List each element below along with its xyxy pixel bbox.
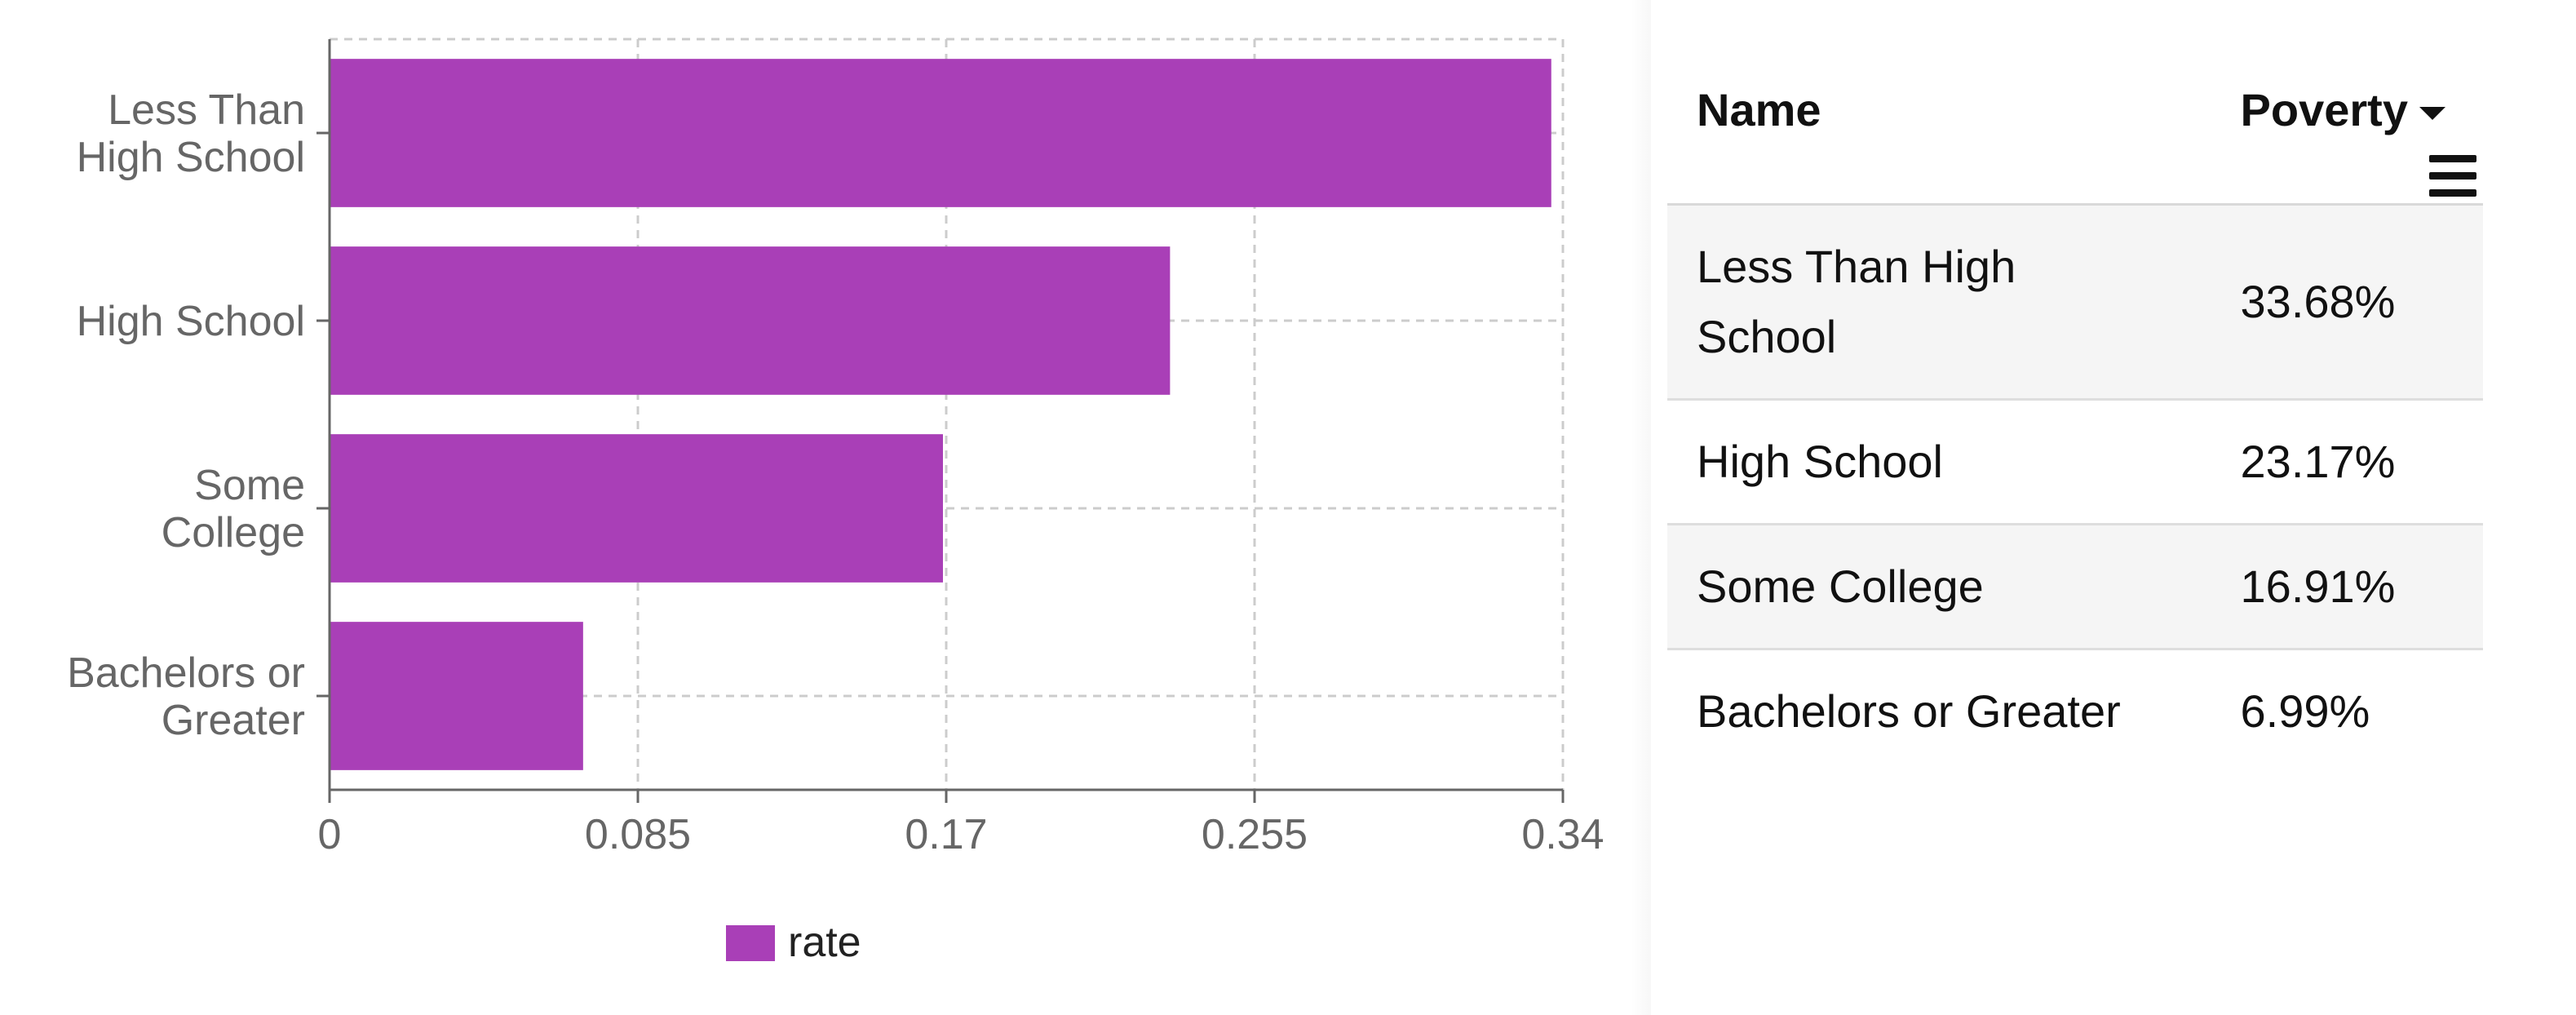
x-tick-label: 0.34	[1521, 811, 1604, 858]
row-name-cell: High School	[1667, 399, 2211, 525]
chart-panel: 0 0.085 0.17 0.255 0.34 Less Than High School H…	[67, 38, 1604, 966]
table-row: Some College 16.91%	[1667, 524, 2483, 650]
bar	[330, 246, 1171, 395]
row-name-cell: Bachelors or Greater	[1697, 685, 2121, 737]
caret-down-icon[interactable]	[2419, 107, 2445, 121]
row-name-cell: Some College	[1667, 524, 2211, 650]
name-header-label: Name	[1697, 84, 1821, 135]
poverty-column-header[interactable]: Poverty	[2211, 49, 2483, 206]
row-name-cell: Less Than High School	[1667, 204, 2211, 401]
hamburger-menu-icon[interactable]	[2429, 155, 2476, 197]
legend-label: rate	[788, 919, 861, 966]
y-category-label: Greater	[162, 697, 305, 744]
row-poverty-cell: 23.17%	[2211, 399, 2483, 525]
table-body: Less Than High School 33.68% High School 23…	[1667, 204, 2483, 773]
x-tick-label: 0	[318, 811, 342, 858]
y-category-label: Some	[194, 462, 305, 509]
y-category-label: Bachelors or	[67, 649, 305, 697]
bar	[330, 434, 943, 583]
legend-swatch	[726, 925, 775, 961]
bar	[330, 622, 583, 770]
table-row: Bachelors or Greater 6.99%	[1667, 649, 2483, 773]
data-table: Name Poverty Less Than High School 33.68%…	[1667, 49, 2483, 773]
table-row: Less Than High School 33.68%	[1667, 204, 2483, 401]
table-panel: Name Poverty Less Than High School 33.68%…	[1651, 0, 2576, 1015]
x-tick-label: 0.085	[585, 811, 691, 858]
x-tick-label: 0.17	[905, 811, 987, 858]
name-column-header[interactable]: Name	[1667, 49, 2211, 206]
row-poverty-cell: 33.68%	[2211, 204, 2483, 401]
poverty-header-label: Poverty	[2240, 84, 2408, 135]
x-tick-label: 0.255	[1202, 811, 1308, 858]
y-category-label: Less Than	[108, 86, 305, 134]
bar	[330, 59, 1551, 207]
y-category-label: College	[162, 509, 305, 556]
table-row: High School 23.17%	[1667, 399, 2483, 525]
y-category-label: High School	[77, 134, 305, 181]
table-header-row: Name Poverty	[1667, 49, 2483, 206]
y-category-label: High School	[77, 298, 305, 345]
row-poverty-cell: 6.99%	[2240, 685, 2370, 737]
row-poverty-cell: 16.91%	[2211, 524, 2483, 650]
